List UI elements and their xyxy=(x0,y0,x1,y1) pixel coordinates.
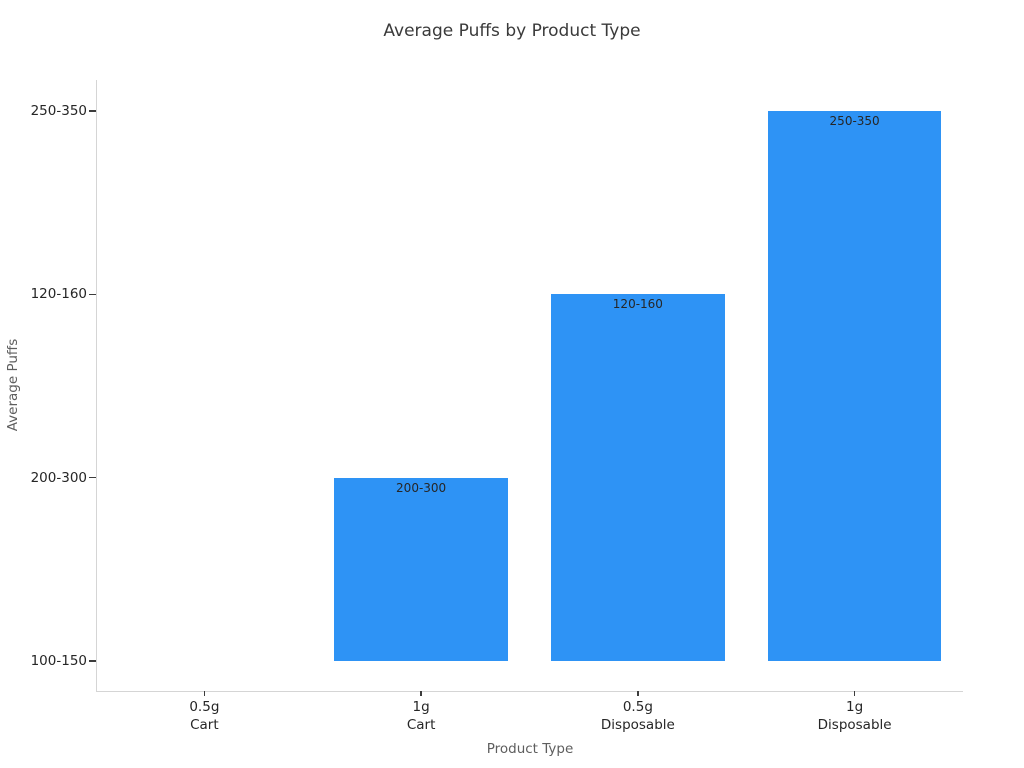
y-axis-spine xyxy=(96,80,97,691)
y-axis-label: Average Puffs xyxy=(5,338,21,432)
y-tick-mark xyxy=(89,476,96,479)
x-tick-label: 1g Cart xyxy=(406,699,436,733)
y-tick-mark xyxy=(89,660,96,662)
y-tick-label: 200-300 xyxy=(30,469,87,486)
x-tick-mark xyxy=(420,691,422,696)
bar xyxy=(334,477,508,661)
y-tick-label: 100-150 xyxy=(30,653,87,669)
chart-title: Average Puffs by Product Type xyxy=(383,21,641,41)
x-axis-spine xyxy=(96,691,963,692)
x-tick-mark xyxy=(853,691,856,696)
y-tick-label: 250-350 xyxy=(30,103,87,119)
bar xyxy=(551,294,725,661)
x-tick-label: 0.5g Disposable xyxy=(600,699,675,733)
bar-value-label: 250-350 xyxy=(829,114,880,128)
bar-value-label: 120-160 xyxy=(612,297,663,312)
x-tick-label: 0.5g Cart xyxy=(189,699,220,733)
bar xyxy=(767,111,942,661)
x-tick-mark xyxy=(637,691,639,696)
y-tick-label: 120-160 xyxy=(30,286,87,303)
y-tick-mark xyxy=(89,293,96,296)
x-tick-label: 1g Disposable xyxy=(817,699,892,733)
x-axis-label: Product Type xyxy=(486,741,574,757)
y-tick-mark xyxy=(89,110,96,112)
x-tick-mark xyxy=(203,691,206,696)
bar-value-label: 200-300 xyxy=(396,480,447,495)
